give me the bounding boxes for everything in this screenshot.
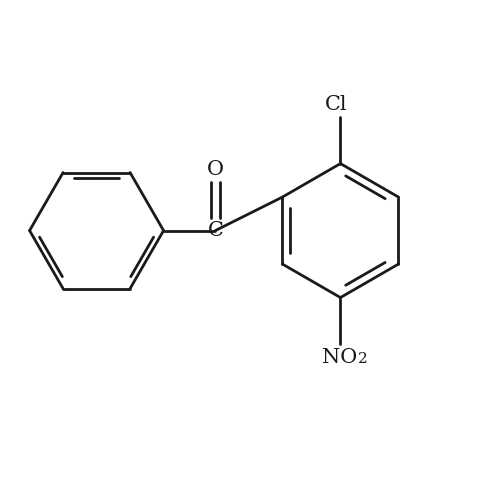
Text: O: O — [207, 160, 224, 179]
Text: 2: 2 — [358, 352, 367, 366]
Text: NO: NO — [322, 349, 357, 367]
Text: C: C — [207, 221, 223, 240]
Text: Cl: Cl — [325, 94, 347, 114]
